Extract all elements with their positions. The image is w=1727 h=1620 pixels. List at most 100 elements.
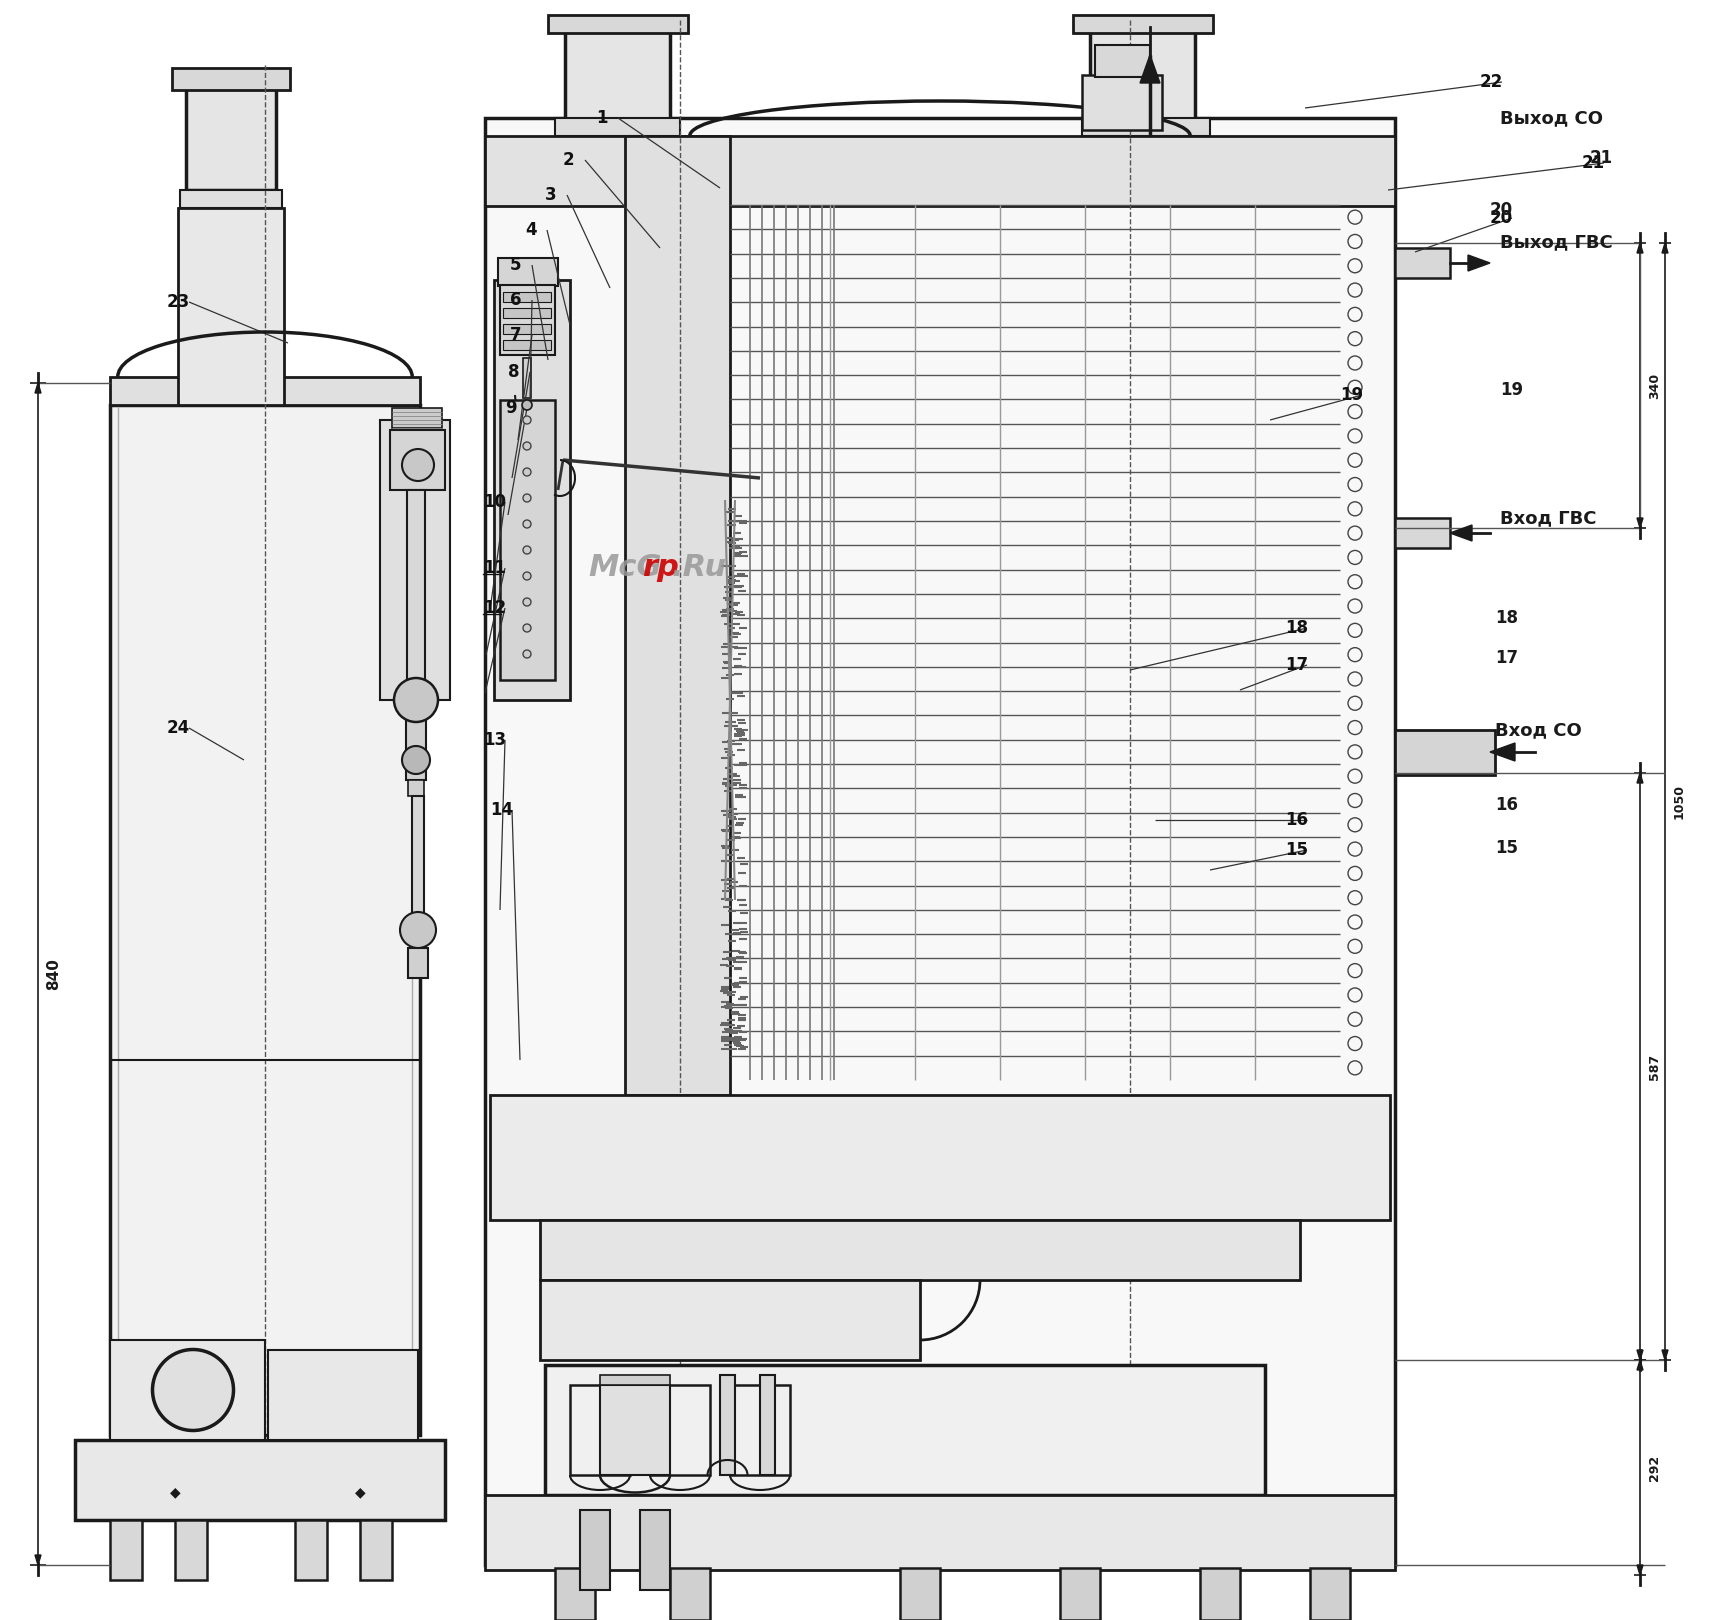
Bar [408, 779, 425, 795]
Bar [111, 405, 420, 1435]
Bar [503, 292, 551, 301]
Bar [731, 1385, 789, 1474]
Bar [485, 136, 1395, 206]
Bar [503, 340, 551, 350]
Bar [599, 1375, 670, 1385]
Polygon shape [1661, 243, 1668, 253]
Text: 23: 23 [168, 293, 190, 311]
Text: 1050: 1050 [1673, 784, 1686, 820]
Bar [111, 1520, 142, 1580]
Text: .Ru: .Ru [672, 554, 727, 583]
Bar [180, 190, 282, 207]
Bar [503, 324, 551, 334]
Circle shape [522, 400, 532, 410]
Bar [406, 719, 427, 779]
Circle shape [523, 572, 530, 580]
Bar [74, 1440, 446, 1520]
Bar [625, 136, 731, 1095]
Bar [1060, 1568, 1100, 1620]
Text: 13: 13 [484, 731, 506, 748]
Text: 292: 292 [1648, 1455, 1661, 1481]
Bar [599, 1385, 670, 1474]
Text: 12: 12 [484, 599, 506, 617]
Bar [547, 15, 687, 32]
Bar [1083, 118, 1211, 136]
Bar [1395, 518, 1451, 548]
Bar [490, 1095, 1390, 1220]
Text: 19: 19 [1340, 386, 1363, 403]
Bar [1395, 248, 1451, 279]
Bar [1095, 45, 1150, 78]
Polygon shape [1637, 1361, 1642, 1371]
Polygon shape [35, 382, 41, 394]
Text: 17: 17 [1496, 650, 1518, 667]
Bar [503, 308, 551, 318]
Text: 16: 16 [1285, 812, 1307, 829]
Bar [173, 68, 290, 91]
Bar [580, 1510, 610, 1589]
Text: Выход ГВС: Выход ГВС [1501, 233, 1613, 251]
Bar [565, 24, 670, 133]
Circle shape [523, 442, 530, 450]
Text: 19: 19 [1501, 381, 1523, 399]
Polygon shape [1637, 773, 1642, 782]
Text: 3: 3 [546, 186, 556, 204]
Text: 340: 340 [1648, 373, 1661, 399]
Bar [1083, 75, 1162, 130]
Polygon shape [1637, 1565, 1642, 1575]
Bar [494, 280, 570, 700]
Text: ◆: ◆ [354, 1486, 366, 1498]
Polygon shape [1637, 1349, 1642, 1361]
Circle shape [523, 520, 530, 528]
Circle shape [154, 1349, 233, 1430]
Text: 8: 8 [508, 363, 520, 381]
Bar [1200, 1568, 1240, 1620]
Text: 4: 4 [525, 220, 537, 240]
Text: 21: 21 [1591, 149, 1613, 167]
Circle shape [402, 745, 430, 774]
Text: 21: 21 [1582, 154, 1604, 172]
Text: 1: 1 [596, 109, 608, 126]
Bar [541, 1280, 920, 1361]
Bar [1090, 24, 1195, 133]
Bar [392, 408, 442, 428]
Bar [1395, 731, 1496, 774]
Bar [900, 1568, 939, 1620]
Circle shape [523, 546, 530, 554]
Text: Выход СО: Выход СО [1501, 109, 1603, 126]
Text: 15: 15 [1496, 839, 1518, 857]
Circle shape [523, 494, 530, 502]
Circle shape [402, 449, 433, 481]
Text: 20: 20 [1490, 201, 1513, 219]
Bar [497, 258, 558, 287]
Text: rp: rp [642, 554, 679, 583]
Circle shape [523, 598, 530, 606]
Bar [187, 79, 276, 190]
Bar [1072, 15, 1212, 32]
Text: 18: 18 [1285, 619, 1307, 637]
Bar [111, 377, 420, 405]
Text: 7: 7 [509, 326, 522, 343]
Bar [554, 118, 680, 136]
Bar [523, 358, 530, 399]
Bar [720, 1375, 736, 1474]
Circle shape [523, 624, 530, 632]
Polygon shape [1140, 55, 1161, 83]
Bar [174, 1520, 207, 1580]
Text: McG: McG [587, 554, 661, 583]
Text: 24: 24 [168, 719, 190, 737]
Bar [408, 948, 428, 978]
Text: ◆: ◆ [169, 1486, 180, 1498]
Polygon shape [1637, 518, 1642, 528]
Text: 11: 11 [484, 559, 506, 577]
Text: Вход СО: Вход СО [1496, 721, 1582, 739]
Polygon shape [1451, 525, 1471, 541]
Text: 17: 17 [1285, 656, 1307, 674]
Bar [1311, 1568, 1351, 1620]
Bar [570, 1385, 630, 1474]
Polygon shape [1490, 744, 1515, 761]
Polygon shape [1468, 254, 1490, 271]
Circle shape [523, 416, 530, 424]
Polygon shape [35, 1555, 41, 1565]
Text: 9: 9 [504, 399, 516, 416]
